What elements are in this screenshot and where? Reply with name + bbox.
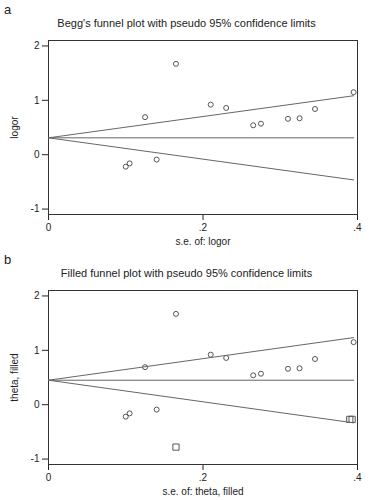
svg-text:.4: .4 [353, 472, 362, 483]
svg-text:-1: -1 [31, 453, 40, 464]
svg-text:2: 2 [34, 290, 40, 301]
svg-text:0: 0 [34, 149, 40, 160]
svg-text:.4: .4 [353, 222, 362, 233]
html-text:Filled funnel plot with pseudo: Filled funnel plot with pseudo 95% confi… [60, 267, 313, 279]
svg-text:.2: .2 [199, 222, 208, 233]
svg-text:.2: .2 [199, 472, 208, 483]
html-text:a: a [4, 2, 12, 17]
svg-text:0: 0 [34, 399, 40, 410]
svg-text:logor: logor [9, 116, 20, 139]
html-text:b: b [4, 252, 12, 267]
svg-text:2: 2 [34, 40, 40, 51]
svg-text:s.e. of: theta, filled: s.e. of: theta, filled [162, 486, 243, 497]
svg-text:1: 1 [34, 345, 40, 356]
svg-text:-1: -1 [31, 203, 40, 214]
svg-text:theta, filled: theta, filled [9, 353, 20, 401]
svg-text:0: 0 [46, 472, 52, 483]
svg-text:0: 0 [46, 222, 52, 233]
html-text:Begg's funnel plot with pseudo: Begg's funnel plot with pseudo 95% confi… [57, 17, 316, 29]
svg-text:1: 1 [34, 95, 40, 106]
svg-text:s.e. of: logor: s.e. of: logor [175, 236, 231, 247]
